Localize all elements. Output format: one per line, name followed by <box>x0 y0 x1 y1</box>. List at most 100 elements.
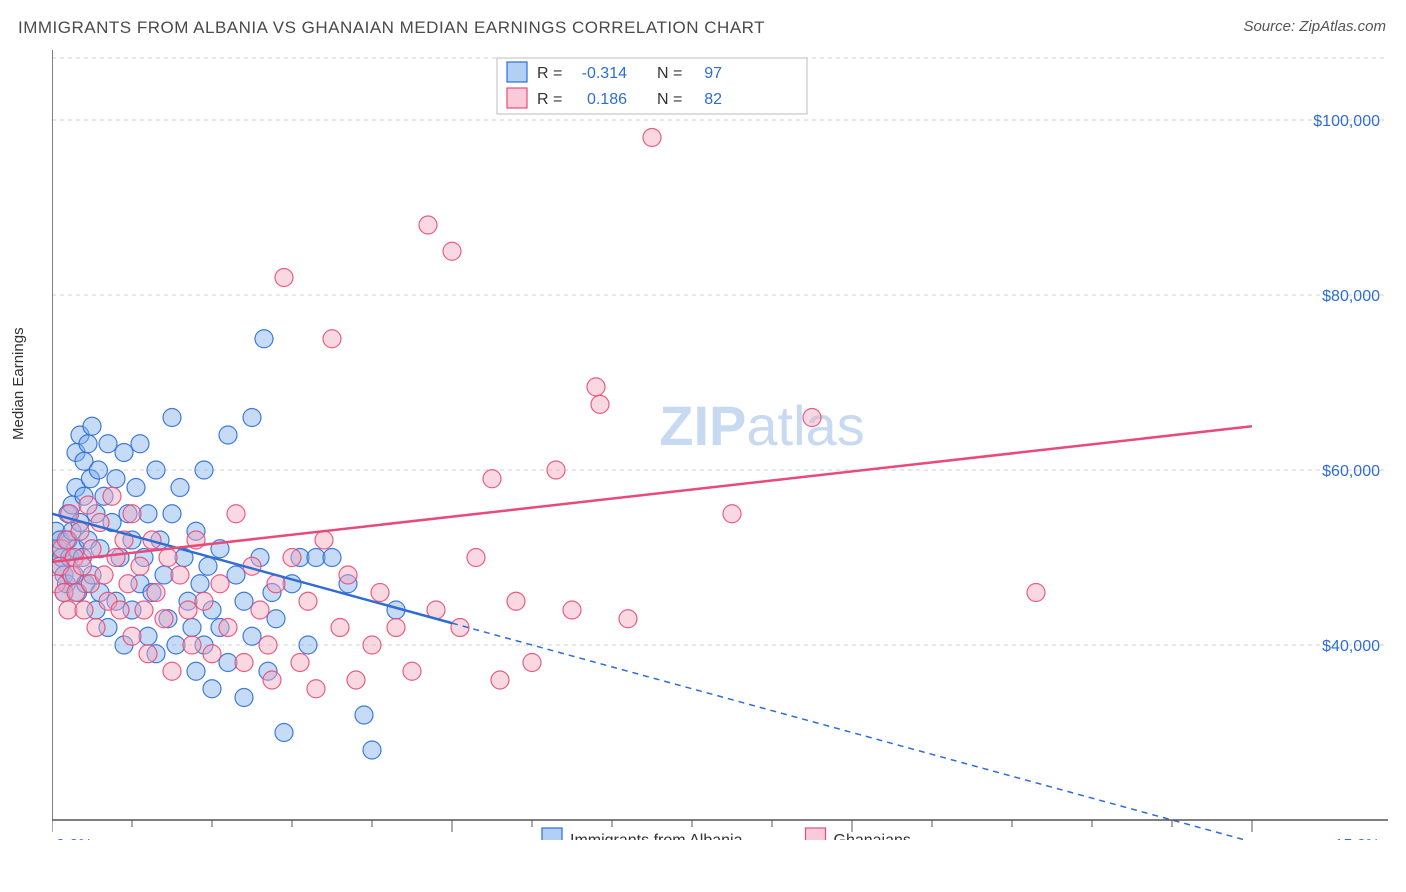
data-point <box>83 540 101 558</box>
legend-swatch <box>806 828 826 840</box>
data-point <box>203 680 221 698</box>
data-point <box>243 627 261 645</box>
data-point <box>127 479 145 497</box>
data-point <box>219 654 237 672</box>
data-point <box>211 575 229 593</box>
data-point <box>227 566 245 584</box>
data-point <box>147 584 165 602</box>
data-point <box>283 549 301 567</box>
data-point <box>299 636 317 654</box>
legend-swatch <box>507 62 527 82</box>
data-point <box>291 654 309 672</box>
data-point <box>643 129 661 147</box>
data-point <box>483 470 501 488</box>
data-point <box>203 645 221 663</box>
data-point <box>95 566 113 584</box>
data-point <box>199 557 217 575</box>
data-point <box>219 619 237 637</box>
data-point <box>187 662 205 680</box>
data-point <box>107 470 125 488</box>
legend-r-value: 0.186 <box>587 91 627 108</box>
data-point <box>115 444 133 462</box>
data-point <box>235 689 253 707</box>
data-point <box>171 566 189 584</box>
data-point <box>163 505 181 523</box>
legend-r-value: -0.314 <box>582 65 627 82</box>
data-point <box>1027 584 1045 602</box>
data-point <box>419 216 437 234</box>
data-point <box>191 575 209 593</box>
data-point <box>79 435 97 453</box>
data-point <box>135 601 153 619</box>
data-point <box>195 461 213 479</box>
data-point <box>163 662 181 680</box>
data-point <box>139 645 157 663</box>
data-point <box>235 654 253 672</box>
data-point <box>523 654 541 672</box>
y-tick-label: $40,000 <box>1322 638 1380 655</box>
data-point <box>307 680 325 698</box>
data-point <box>563 601 581 619</box>
data-point <box>235 592 253 610</box>
data-point <box>123 627 141 645</box>
data-point <box>139 505 157 523</box>
data-point <box>131 435 149 453</box>
y-tick-label: $80,000 <box>1322 288 1380 305</box>
legend-series-label: Immigrants from Albania <box>570 832 743 840</box>
data-point <box>147 461 165 479</box>
data-point <box>251 601 269 619</box>
data-point <box>183 619 201 637</box>
data-point <box>339 566 357 584</box>
data-point <box>491 671 509 689</box>
data-point <box>443 242 461 260</box>
data-point <box>111 601 129 619</box>
regression-line-extrapolated <box>452 623 1252 840</box>
data-point <box>323 330 341 348</box>
data-point <box>155 610 173 628</box>
data-point <box>259 636 277 654</box>
legend-n-value: 97 <box>704 65 722 82</box>
watermark: ZIPatlas <box>659 394 864 457</box>
data-point <box>371 584 389 602</box>
data-point <box>591 395 609 413</box>
legend-series-label: Ghanaians <box>834 832 911 840</box>
data-point <box>195 592 213 610</box>
data-point <box>355 706 373 724</box>
data-point <box>179 601 197 619</box>
data-point <box>307 549 325 567</box>
data-point <box>163 409 181 427</box>
y-axis-label: Median Earnings <box>10 327 27 440</box>
legend-n-value: 82 <box>704 91 722 108</box>
data-point <box>403 662 421 680</box>
data-point <box>71 522 89 540</box>
data-point <box>263 671 281 689</box>
legend-r-label: R = <box>537 91 562 108</box>
source-label: Source: ZipAtlas.com <box>1243 18 1386 35</box>
legend-n-label: N = <box>657 91 682 108</box>
legend-swatch <box>542 828 562 840</box>
scatter-chart: ZIPatlas$40,000$60,000$80,000$100,0000.0… <box>52 50 1388 840</box>
data-point <box>87 619 105 637</box>
data-point <box>79 496 97 514</box>
data-point <box>103 487 121 505</box>
data-point <box>219 426 237 444</box>
correlation-legend: R =-0.314N =97R =0.186N =82 <box>497 58 807 114</box>
scatter-plot-svg: ZIPatlas$40,000$60,000$80,000$100,0000.0… <box>52 50 1388 840</box>
data-point <box>267 610 285 628</box>
data-point <box>323 549 341 567</box>
legend-r-label: R = <box>537 65 562 82</box>
data-point <box>299 592 317 610</box>
data-point <box>89 461 107 479</box>
data-point <box>131 557 149 575</box>
data-point <box>139 627 157 645</box>
regression-line <box>52 426 1252 562</box>
chart-title: IMMIGRANTS FROM ALBANIA VS GHANAIAN MEDI… <box>18 18 765 38</box>
data-point <box>255 330 273 348</box>
data-point <box>587 378 605 396</box>
data-point <box>123 505 141 523</box>
data-point <box>803 409 821 427</box>
data-point <box>275 269 293 287</box>
data-point <box>723 505 741 523</box>
data-point <box>243 409 261 427</box>
data-point <box>227 505 245 523</box>
